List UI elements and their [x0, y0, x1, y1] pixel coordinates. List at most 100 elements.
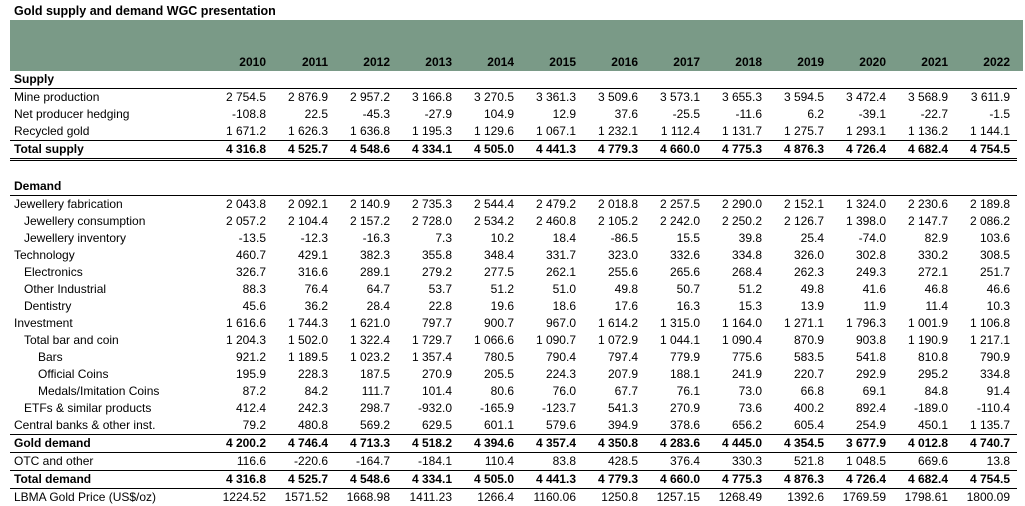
- value-cell-2010: 195.9: [210, 366, 273, 383]
- value-cell-2012: 382.3: [335, 247, 397, 264]
- value-cell-2017: 376.4: [645, 453, 707, 471]
- row-label: Total bar and coin: [10, 332, 210, 349]
- row-supply: Supply: [10, 71, 1017, 89]
- row-label: Mine production: [10, 89, 210, 107]
- value-cell-2013: 101.4: [397, 383, 459, 400]
- value-cell-2018: -11.6: [707, 106, 769, 123]
- row-label: Net producer hedging: [10, 106, 210, 123]
- value-cell-2013: 1 357.4: [397, 349, 459, 366]
- value-cell-2016: [583, 178, 645, 196]
- value-cell-2018: 268.4: [707, 264, 769, 281]
- value-cell-2021: [893, 71, 955, 89]
- value-cell-2022: 3 611.9: [955, 89, 1017, 107]
- value-cell-2022: 13.8: [955, 453, 1017, 471]
- value-cell-2021: 4 682.4: [893, 141, 955, 160]
- value-cell-2012: 2 157.2: [335, 213, 397, 230]
- row-label: Jewellery inventory: [10, 230, 210, 247]
- row-label: [10, 160, 210, 179]
- value-cell-2019: 13.9: [769, 298, 831, 315]
- value-cell-2013: 3 166.8: [397, 89, 459, 107]
- value-cell-2014: 601.1: [459, 417, 521, 435]
- value-cell-2011: 84.2: [273, 383, 335, 400]
- value-cell-2012: 298.7: [335, 400, 397, 417]
- value-cell-2021: 272.1: [893, 264, 955, 281]
- row-label: Technology: [10, 247, 210, 264]
- row-label: Demand: [10, 178, 210, 196]
- value-cell-2022: [955, 71, 1017, 89]
- year-header-2018: 2018: [707, 54, 769, 71]
- value-cell-2012: [335, 178, 397, 196]
- value-cell-2013: 1411.23: [397, 489, 459, 506]
- value-cell-2020: 3 677.9: [831, 435, 893, 453]
- value-cell-2022: 4 754.5: [955, 141, 1017, 160]
- value-cell-2012: -16.3: [335, 230, 397, 247]
- value-cell-2013: 2 735.3: [397, 196, 459, 214]
- value-cell-2022: -1.5: [955, 106, 1017, 123]
- value-cell-2014: 10.2: [459, 230, 521, 247]
- value-cell-2014: [459, 160, 521, 179]
- value-cell-2017: 378.6: [645, 417, 707, 435]
- value-cell-2021: -22.7: [893, 106, 955, 123]
- value-cell-2017: 779.9: [645, 349, 707, 366]
- value-cell-2020: 1 293.1: [831, 123, 893, 141]
- value-cell-2012: 64.7: [335, 281, 397, 298]
- value-cell-2021: 46.8: [893, 281, 955, 298]
- value-cell-2012: 2 957.2: [335, 89, 397, 107]
- value-cell-2018: 73.0: [707, 383, 769, 400]
- value-cell-2019: [769, 160, 831, 179]
- value-cell-2018: 4 445.0: [707, 435, 769, 453]
- year-header-2021: 2021: [893, 54, 955, 71]
- value-cell-2016: 2 018.8: [583, 196, 645, 214]
- value-cell-2017: 4 660.0: [645, 141, 707, 160]
- value-cell-2019: [769, 178, 831, 196]
- row-label: Recycled gold: [10, 123, 210, 141]
- value-cell-2013: 7.3: [397, 230, 459, 247]
- value-cell-2015: [521, 178, 583, 196]
- value-cell-2015: 18.6: [521, 298, 583, 315]
- value-cell-2012: 1 621.0: [335, 315, 397, 332]
- value-cell-2014: 2 534.2: [459, 213, 521, 230]
- value-cell-2010: 88.3: [210, 281, 273, 298]
- value-cell-2017: 1 112.4: [645, 123, 707, 141]
- value-cell-2014: 780.5: [459, 349, 521, 366]
- value-cell-2017: 1 044.1: [645, 332, 707, 349]
- value-cell-2019: 1392.6: [769, 489, 831, 506]
- value-cell-2018: 73.6: [707, 400, 769, 417]
- value-cell-2015: 1 067.1: [521, 123, 583, 141]
- value-cell-2013: [397, 178, 459, 196]
- row-label: Total demand: [10, 471, 210, 489]
- value-cell-2020: -74.0: [831, 230, 893, 247]
- value-cell-2019: 49.8: [769, 281, 831, 298]
- value-cell-2021: 295.2: [893, 366, 955, 383]
- row-label: Official Coins: [10, 366, 210, 383]
- value-cell-2013: 4 334.1: [397, 141, 459, 160]
- value-cell-2014: 4 505.0: [459, 471, 521, 489]
- value-cell-2012: 289.1: [335, 264, 397, 281]
- value-cell-2010: 1224.52: [210, 489, 273, 506]
- value-cell-2013: [397, 160, 459, 179]
- value-cell-2014: 104.9: [459, 106, 521, 123]
- value-cell-2022: 4 754.5: [955, 471, 1017, 489]
- value-cell-2018: 4 775.3: [707, 141, 769, 160]
- value-cell-2020: -39.1: [831, 106, 893, 123]
- value-cell-2015: 4 441.3: [521, 141, 583, 160]
- value-cell-2015: 579.6: [521, 417, 583, 435]
- value-cell-2014: 110.4: [459, 453, 521, 471]
- value-cell-2021: 84.8: [893, 383, 955, 400]
- value-cell-2018: 1268.49: [707, 489, 769, 506]
- value-cell-2015: 1 090.7: [521, 332, 583, 349]
- value-cell-2016: 428.5: [583, 453, 645, 471]
- value-cell-2012: 1 636.8: [335, 123, 397, 141]
- value-cell-2014: 51.2: [459, 281, 521, 298]
- row-label: LBMA Gold Price (US$/oz): [10, 489, 210, 506]
- value-cell-2015: 18.4: [521, 230, 583, 247]
- value-cell-2022: 1800.09: [955, 489, 1017, 506]
- value-cell-2015: 4 357.4: [521, 435, 583, 453]
- value-cell-2010: 412.4: [210, 400, 273, 417]
- row-spacer: [10, 160, 1017, 179]
- value-cell-2013: [397, 71, 459, 89]
- year-header-2016: 2016: [583, 54, 645, 71]
